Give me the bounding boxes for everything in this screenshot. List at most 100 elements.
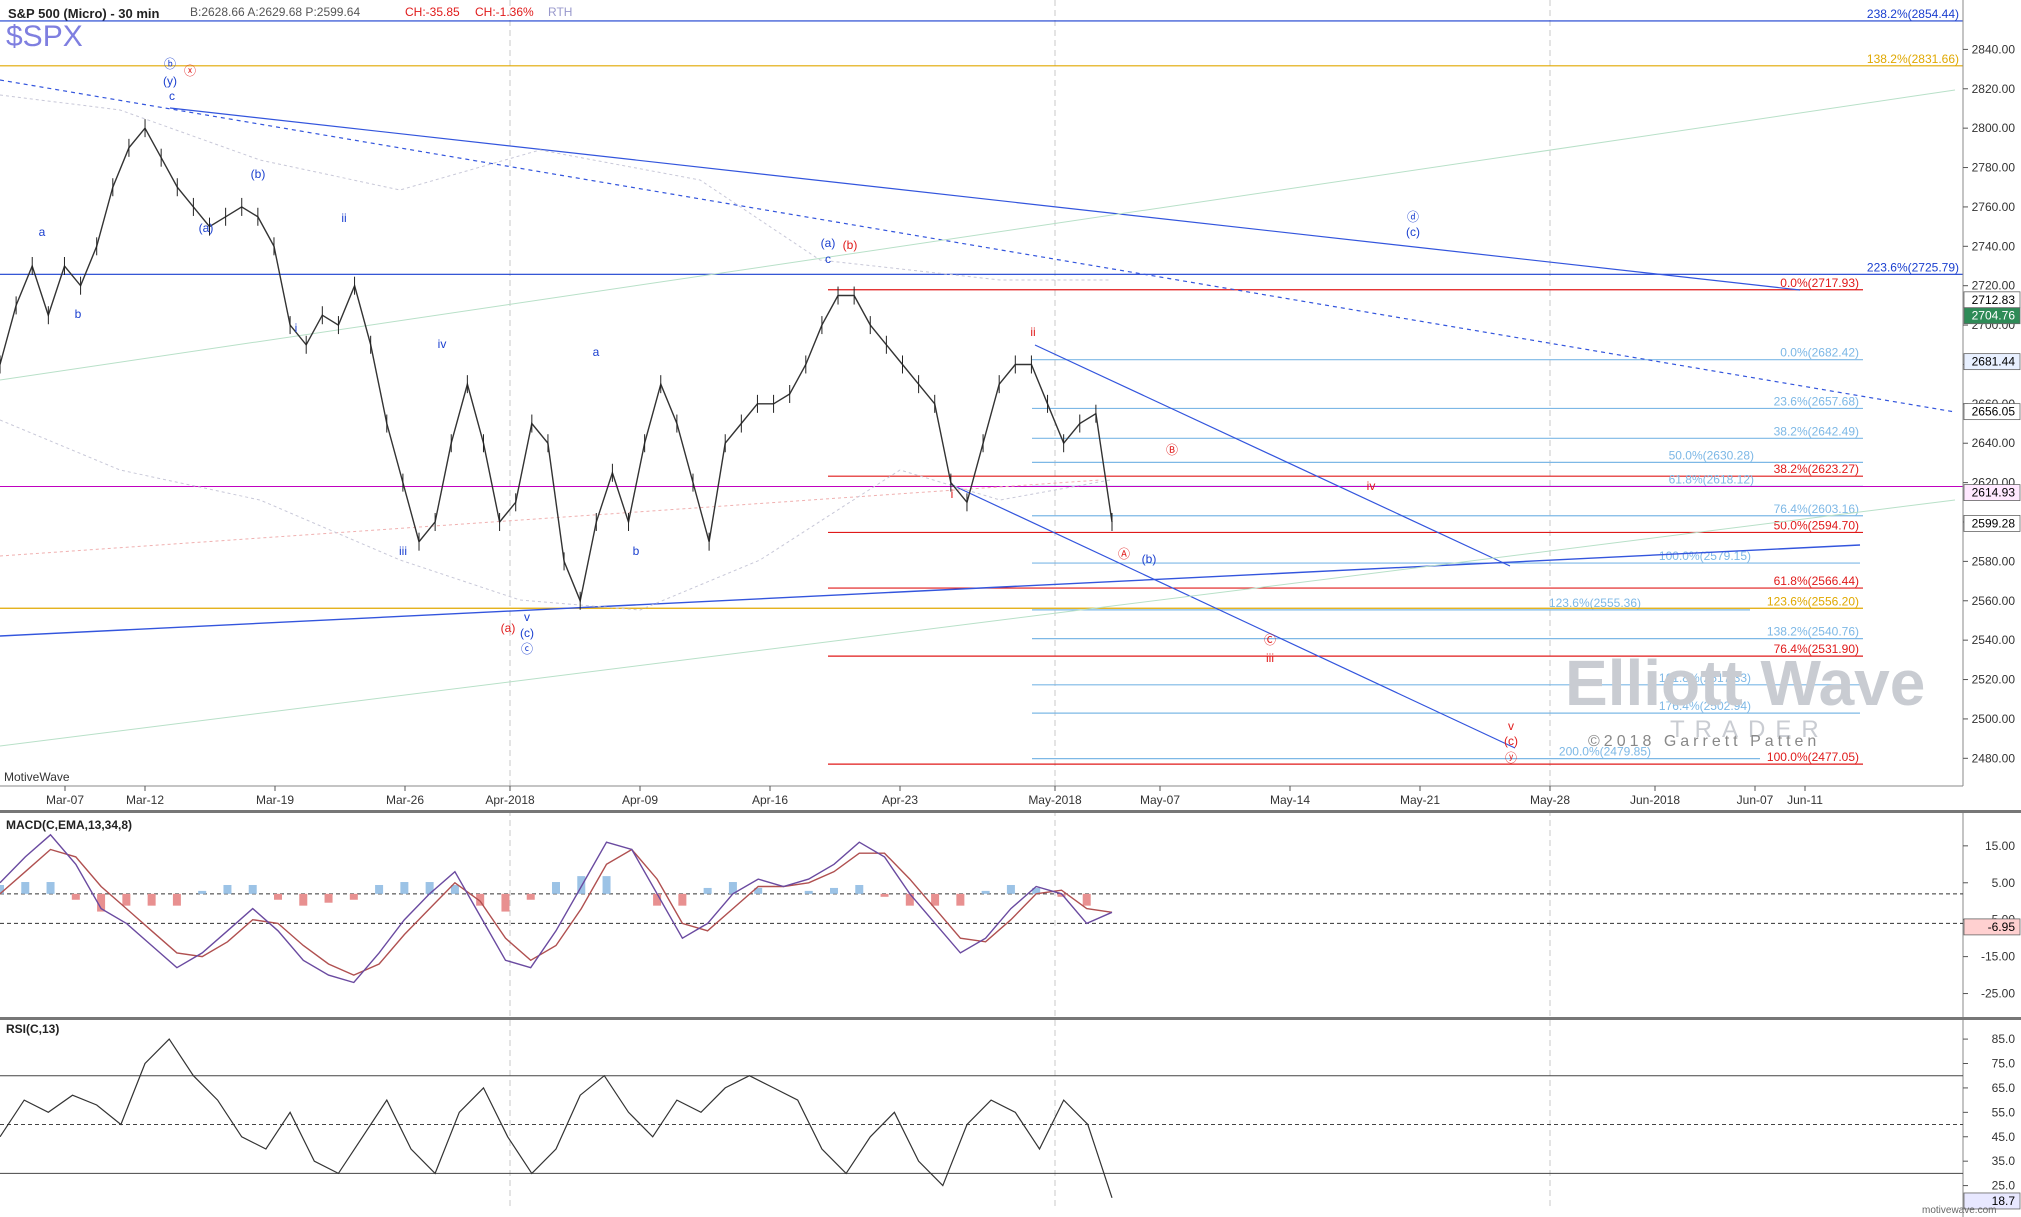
wave-label: b — [75, 307, 82, 321]
macd-axis-bg — [1963, 813, 2021, 1017]
price-tick-label: 2500.00 — [1972, 712, 2016, 726]
price-tag-box — [1963, 353, 2021, 371]
date-axis[interactable]: Mar-07 Mar-12 Mar-19 Mar-26 Apr-2018 Apr-09 Ap… — [0, 785, 2021, 810]
macd-histogram-bar — [450, 884, 459, 894]
wave-label: (b) — [1142, 552, 1157, 566]
rsi-value-text: 18.7 — [1992, 1194, 2016, 1208]
wave-label: iv — [1367, 479, 1376, 493]
price-series — [0, 119, 1113, 610]
rsi-line — [0, 1038, 1113, 1198]
wave-label: ⓑ — [164, 57, 176, 71]
wave-channel-lower — [949, 483, 1516, 749]
wave-label: iv — [438, 337, 447, 351]
macd-histogram-bar — [1082, 893, 1091, 906]
wave-label: ii — [341, 211, 346, 225]
fib-level-label: 100.0%(2579.15) — [1659, 549, 1751, 563]
upper-trendline — [169, 107, 1801, 291]
macd-histogram-bar — [602, 876, 611, 894]
rsi-tick-label: 85.0 — [1992, 1032, 2016, 1046]
macd-signal-line — [0, 848, 1113, 976]
wave-label: ⓓ — [1407, 210, 1419, 224]
macd-tick-label: 5.00 — [1992, 876, 2016, 890]
wave-label: i — [295, 321, 298, 335]
wave-label: Ⓑ — [1166, 443, 1178, 457]
wave-label: iii — [399, 544, 407, 558]
wave-label: Ⓒ — [1264, 633, 1276, 647]
rsi-panel[interactable]: 85.0 75.0 65.0 55.0 45.0 35.0 25.018.7 RSI(C,1… — [0, 1020, 2021, 1217]
macd-tick-label: -15.00 — [1981, 950, 2015, 964]
date-tick-label: Apr-09 — [622, 793, 658, 807]
red-dashed-trend — [0, 479, 1101, 557]
price-tag-box — [1963, 484, 2021, 501]
rsi-title: RSI(C,13) — [6, 1022, 59, 1036]
fib-level-label: 61.8%(2566.44) — [1774, 574, 1859, 588]
wave-label: ii — [1030, 325, 1035, 339]
macd-histogram-bar — [703, 887, 712, 894]
wave-label: (b) — [843, 238, 858, 252]
macd-histogram-bar — [754, 887, 763, 894]
price-line — [0, 126, 1113, 604]
fib-level-label: 0.0%(2682.42) — [1780, 346, 1859, 360]
wave-label: c — [825, 252, 831, 266]
watermark-copyright: ©2018 Garrett Patten — [1588, 733, 1820, 750]
macd-histogram-bar — [122, 893, 131, 906]
rsi-tick-label: 35.0 — [1992, 1154, 2016, 1168]
price-tag-value: 2614.93 — [1972, 486, 2016, 500]
fib-level-label: 161.8%(2517.33) — [1659, 671, 1751, 685]
fib-level-label: 200.0%(2479.85) — [1559, 745, 1651, 759]
date-tick-label: Apr-23 — [882, 793, 918, 807]
macd-histogram-bar — [400, 882, 409, 894]
wave-label: (c) — [520, 626, 534, 640]
session-label: RTH — [548, 5, 572, 19]
rsi-tick-label: 55.0 — [1992, 1105, 2016, 1119]
macd-histogram-bar — [324, 893, 333, 903]
macd-histogram-bar — [71, 893, 80, 900]
watermark-logo: Elliott Wave TRADER ©2018 Garrett Patten — [1565, 647, 1925, 750]
fibonacci-levels: 238.2%(2854.44) 138.2%(2831.66) 223.6%(272… — [0, 7, 1963, 765]
rsi-value-tag — [1963, 1192, 2021, 1210]
fib-level-label: 61.8%(2618.12) — [1669, 472, 1754, 486]
price-tick-label: 2640.00 — [1972, 436, 2016, 450]
date-tick-label: Mar-26 — [386, 793, 424, 807]
macd-panel[interactable]: 15.005.00-5.00-15.00-25.00-6.95 MACD(C,E… — [0, 813, 2021, 1017]
fib-level-label: 138.2%(2831.66) — [1867, 52, 1959, 66]
price-tag-value: 2599.28 — [1972, 516, 2016, 530]
dotted-channel-line — [0, 79, 1956, 413]
date-tick-label: Jun-2018 — [1630, 793, 1680, 807]
price-tag-value: 2704.76 — [1972, 309, 2016, 323]
chart-stats: B:2628.66 A:2629.68 P:2599.64 — [190, 5, 360, 19]
wave-label: v — [524, 610, 530, 624]
wave-label: c — [169, 89, 175, 103]
lower-trendline — [0, 544, 1861, 637]
price-axis-bg — [1963, 0, 2021, 786]
wave-label: (a) — [199, 221, 214, 235]
macd-histogram-bar — [172, 893, 181, 906]
green-ma-line-2 — [0, 499, 1956, 747]
macd-tick-label: -25.00 — [1981, 987, 2015, 1001]
price-axis[interactable]: 2480.00 2500.00 2520.00 2540.00 2560.00 2580.… — [1962, 0, 2021, 786]
panel-separator — [0, 1017, 2021, 1020]
price-tick-label: 2780.00 — [1972, 161, 2016, 175]
band-upper — [0, 94, 1110, 281]
wave-label: ⓨ — [1505, 751, 1517, 765]
price-plot-area[interactable] — [0, 0, 1963, 786]
fib-level-label: 123.6%(2555.36) — [1549, 596, 1641, 610]
motivewave-label: MotiveWave — [4, 770, 70, 784]
fib-level-label: 38.2%(2642.49) — [1774, 424, 1859, 438]
date-tick-label: Mar-19 — [256, 793, 294, 807]
fib-level-label: 23.6%(2657.68) — [1774, 394, 1859, 408]
macd-histogram-bar — [501, 893, 510, 912]
price-tag-box — [1963, 307, 2021, 325]
wave-label: (c) — [1406, 225, 1420, 239]
macd-histogram-bar — [274, 893, 282, 900]
macd-histogram-bar — [46, 882, 55, 894]
macd-histogram-bar — [728, 882, 737, 894]
date-tick-label: May-28 — [1530, 793, 1570, 807]
date-tick-label: May-2018 — [1028, 793, 1082, 807]
macd-title: MACD(C,EMA,13,34,8) — [6, 818, 132, 832]
fib-level-label: 50.0%(2630.28) — [1669, 448, 1754, 462]
macd-histogram-bar — [905, 893, 914, 906]
date-tick-label: Mar-07 — [46, 793, 84, 807]
